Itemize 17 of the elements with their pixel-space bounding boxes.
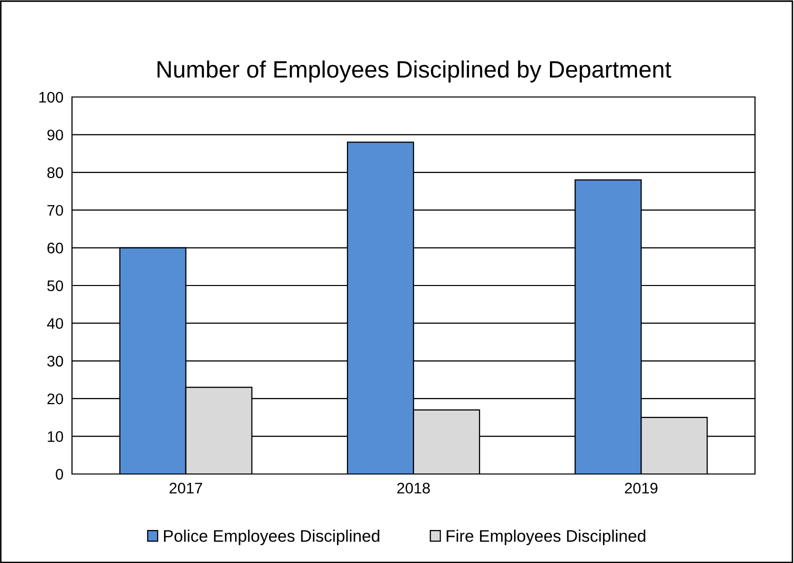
legend-label: Fire Employees Disciplined [446, 530, 646, 546]
y-tick-label: 0 [56, 468, 64, 480]
x-tick-label: 2019 [624, 482, 658, 494]
y-tick-label: 10 [48, 431, 64, 442]
x-tick-label: 2017 [170, 482, 202, 494]
y-tick-label: 70 [47, 204, 64, 216]
y-tick-label: 100 [39, 92, 64, 103]
y-tick-label: 80 [47, 167, 64, 178]
y-tick-label: 30 [47, 356, 64, 367]
y-tick-label: 20 [47, 393, 64, 404]
y-tick-label: 60 [47, 242, 64, 254]
y-tick-label: 40 [47, 318, 64, 329]
legend-label: Police Employees Disciplined [164, 530, 380, 546]
y-tick-label: 90 [47, 130, 64, 140]
y-tick-label: 50 [47, 280, 64, 292]
x-tick-label: 2018 [397, 482, 430, 494]
chart-title: Number of Employees Disciplined by Department [158, 60, 672, 82]
